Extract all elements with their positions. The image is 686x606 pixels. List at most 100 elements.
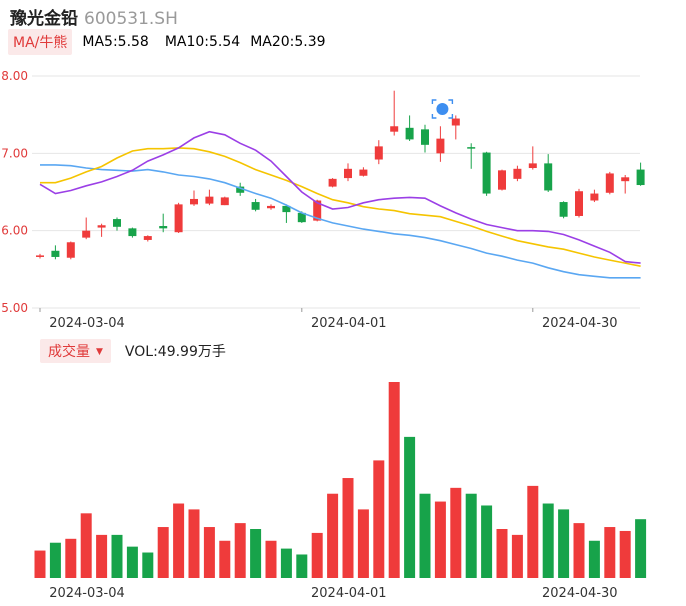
volume-x-tick-label: 2024-03-04: [49, 586, 125, 601]
candle-body: [390, 126, 399, 132]
volume-bar: [280, 548, 292, 578]
candle-body: [282, 205, 291, 213]
volume-bar: [404, 436, 416, 578]
candle-body: [374, 146, 383, 160]
candle-body: [605, 173, 614, 193]
candle-body: [590, 193, 599, 201]
volume-bar: [373, 460, 385, 578]
candle-body: [451, 118, 460, 126]
candle-body: [190, 198, 198, 205]
candle-body: [97, 225, 106, 228]
volume-bar: [542, 503, 554, 578]
event-marker-frame: [431, 99, 454, 119]
stock-code: 600531.SH: [84, 9, 178, 29]
candle-body: [66, 242, 75, 258]
volume-x-tick-label: 2024-04-30: [542, 586, 618, 601]
candle-body: [559, 202, 568, 217]
candle-body: [159, 226, 168, 229]
candle-body: [205, 196, 214, 204]
volume-bar: [434, 501, 446, 578]
volume-bar: [80, 513, 92, 578]
volume-bar: [342, 478, 354, 578]
volume-bar: [49, 542, 61, 578]
volume-bar: [558, 509, 570, 578]
ma10-value: MA10:5.54: [164, 34, 241, 50]
volume-bar: [481, 505, 493, 578]
volume-bar: [511, 534, 523, 578]
volume-bar: [234, 523, 246, 578]
volume-bar: [142, 552, 154, 578]
x-tick-label: 2024-04-01: [311, 316, 387, 331]
ma-indicator-row: MA/牛熊 MA5:5.58 MA10:5.54 MA20:5.39: [8, 29, 326, 55]
candle-body: [498, 170, 506, 190]
stock-name: 豫光金铅: [10, 9, 78, 29]
volume-bar: [311, 532, 323, 578]
candle-body: [344, 168, 352, 179]
ma-indicator-selector[interactable]: MA/牛熊: [8, 29, 73, 55]
ma20-value: MA20:5.39: [250, 34, 326, 50]
candle-body: [528, 163, 537, 169]
stock-title: 豫光金铅 600531.SH: [10, 4, 178, 29]
volume-bar: [173, 503, 185, 578]
volume-bar: [203, 527, 215, 578]
candle-body: [421, 129, 429, 145]
y-tick-label: 5.00: [1, 301, 28, 315]
candle-body: [220, 197, 229, 206]
candle-body: [143, 236, 152, 240]
volume-bar: [327, 493, 339, 578]
volume-bar: [527, 485, 539, 578]
candle-body: [405, 127, 414, 140]
event-marker-icon: [436, 103, 449, 115]
candle-body: [482, 152, 491, 194]
volume-bar: [465, 493, 477, 578]
volume-bar: [265, 540, 277, 578]
volume-x-tick-label: 2024-04-01: [311, 586, 387, 601]
volume-bar: [388, 382, 400, 578]
candle-body: [297, 212, 306, 223]
candle-body: [544, 163, 553, 191]
candle-body: [328, 178, 337, 187]
volume-value: VOL:49.99万手: [124, 344, 226, 360]
volume-bar: [619, 530, 631, 578]
y-tick-label: 6.00: [1, 224, 28, 238]
candle-body: [128, 228, 137, 237]
volume-bar: [496, 529, 508, 578]
volume-bar: [604, 527, 616, 578]
x-tick-label: 2024-04-30: [542, 316, 618, 331]
volume-selector-label: 成交量: [48, 344, 90, 360]
volume-bar: [419, 493, 431, 578]
volume-selector[interactable]: 成交量 ▼: [40, 339, 111, 363]
volume-bar: [357, 509, 369, 578]
candle-body: [359, 169, 368, 176]
candle-body: [251, 202, 260, 210]
volume-bar: [111, 534, 123, 578]
volume-bar: [126, 546, 138, 578]
ma20-line: [40, 164, 641, 279]
candle-body: [82, 230, 91, 238]
candle-body: [513, 168, 522, 179]
candle-body: [267, 205, 275, 209]
volume-bar: [34, 550, 46, 578]
volume-indicator-row: 成交量 ▼ VOL:49.99万手: [40, 339, 226, 363]
volume-bar: [635, 519, 647, 578]
volume-bar: [450, 487, 462, 578]
ma5-value: MA5:5.58: [82, 34, 149, 50]
candle-body: [621, 177, 630, 182]
volume-bar: [588, 540, 600, 578]
candle-body: [313, 200, 322, 221]
volume-bar: [65, 538, 77, 578]
volume-bar: [157, 527, 169, 578]
candle-body: [174, 204, 183, 233]
candle-body: [436, 138, 445, 154]
volume-bar: [96, 534, 108, 578]
candle-body: [51, 250, 60, 257]
volume-bar: [250, 529, 262, 578]
ma5-line: [39, 130, 641, 264]
caret-down-icon: ▼: [96, 347, 103, 357]
volume-bar: [219, 540, 231, 578]
y-tick-label: 7.00: [1, 146, 28, 160]
candle-body: [113, 219, 121, 227]
x-tick-label: 2024-03-04: [49, 316, 125, 331]
candle-body: [467, 147, 476, 149]
